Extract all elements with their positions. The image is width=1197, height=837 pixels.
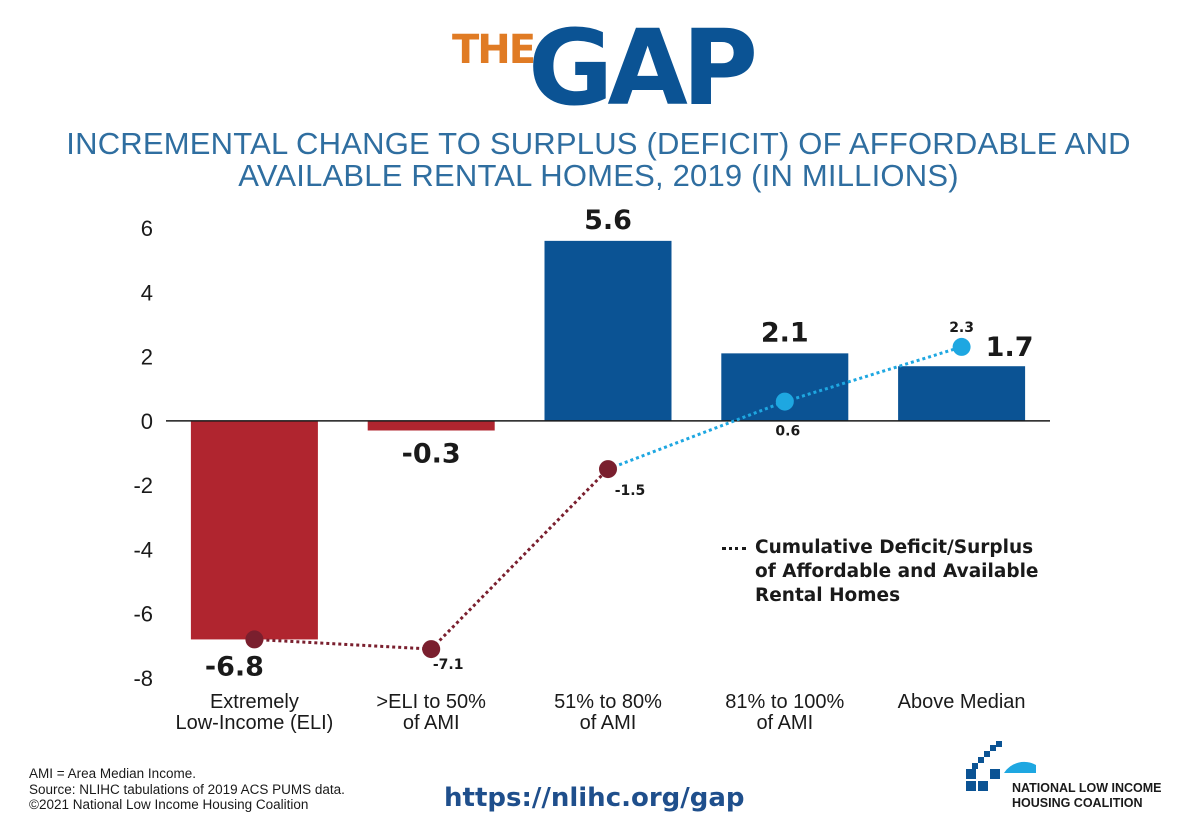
cumulative-point: [599, 460, 617, 479]
logo-the-text: THE: [452, 27, 536, 73]
y-tick-label: -4: [133, 537, 153, 562]
y-tick-label: 6: [141, 216, 153, 241]
nlihc-logo: NATIONAL LOW INCOME HOUSING COALITION: [962, 735, 1192, 810]
cumulative-point-label: 2.3: [949, 320, 974, 336]
bar: [898, 366, 1026, 421]
bar: [544, 240, 672, 421]
x-category-label: Extremely: [210, 691, 299, 713]
legend-dotted-line-swatch: [722, 547, 746, 550]
chart-title-line-1: INCREMENTAL CHANGE TO SURPLUS (DEFICIT) …: [66, 126, 1131, 161]
x-category-label: Low-Income (ELI): [175, 712, 333, 734]
bar: [190, 420, 318, 640]
chart-legend: Cumulative Deficit/Surplus of Affordable…: [722, 536, 1055, 608]
x-category-label: of AMI: [403, 712, 460, 734]
x-category-label: >ELI to 50%: [376, 691, 486, 713]
nlihc-name: NATIONAL LOW INCOME HOUSING COALITION: [1012, 781, 1162, 811]
nlihc-house-icon: [966, 741, 1036, 791]
bar: [721, 353, 849, 421]
cumulative-point: [775, 392, 794, 411]
gap-report-link[interactable]: https://nlihc.org/gap: [444, 783, 745, 813]
footnote-ami: AMI = Area Median Income.: [29, 766, 196, 781]
chart-title-line-2: AVAILABLE RENTAL HOMES, 2019 (IN MILLION…: [238, 158, 959, 193]
cumulative-line-segment: [254, 637, 432, 651]
nlihc-name-line-1: NATIONAL LOW INCOME: [1012, 781, 1162, 795]
cumulative-point-label: 0.6: [775, 424, 800, 440]
footnote-source: Source: NLIHC tabulations of 2019 ACS PU…: [29, 781, 345, 797]
legend-label: Cumulative Deficit/Surplus of Affordable…: [755, 537, 1039, 606]
y-tick-label: -2: [133, 473, 153, 498]
logo-gap-text: GAP: [528, 7, 758, 129]
cumulative-line-segment: [430, 468, 610, 651]
cumulative-point-label: -1.5: [615, 483, 646, 499]
cumulative-line-segment: [607, 400, 786, 471]
x-category-label: of AMI: [756, 712, 813, 734]
cumulative-point: [952, 337, 971, 356]
y-tick-label: 0: [141, 409, 153, 434]
x-category-label: of AMI: [580, 712, 637, 734]
bar-value-label: 5.6: [584, 205, 632, 236]
bar-value-label: -6.8: [205, 651, 264, 682]
bar-value-label: 2.1: [761, 317, 809, 348]
x-category-label: Above Median: [898, 691, 1026, 713]
footnote-copyright: ©2021 National Low Income Housing Coalit…: [29, 797, 309, 812]
x-category-label: 51% to 80%: [554, 691, 662, 713]
cumulative-line-segment: [784, 345, 963, 404]
the-gap-logo: THE GAP: [0, 7, 1197, 129]
bar-value-label: -0.3: [402, 439, 461, 470]
y-tick-label: -8: [133, 666, 153, 691]
y-tick-label: 4: [141, 280, 153, 305]
chart-title: INCREMENTAL CHANGE TO SURPLUS (DEFICIT) …: [0, 128, 1197, 192]
cumulative-point: [422, 640, 441, 659]
footer-notes: AMI = Area Median Income. Source: NLIHC …: [29, 766, 345, 813]
bar: [367, 420, 495, 431]
x-category-label: 81% to 100%: [725, 691, 844, 713]
cumulative-point-label: -7.1: [433, 657, 464, 673]
cumulative-point: [245, 630, 264, 649]
y-tick-label: 2: [141, 345, 153, 370]
y-tick-label: -6: [133, 602, 153, 627]
nlihc-name-line-2: HOUSING COALITION: [1012, 796, 1143, 810]
bar-value-label: 1.7: [986, 332, 1034, 363]
